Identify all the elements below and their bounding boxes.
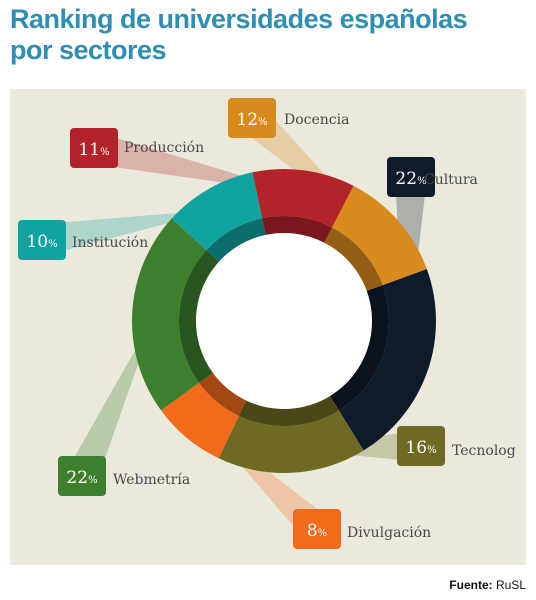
value-box-produccion (70, 128, 118, 168)
chart-title-line-2: por sectores (10, 35, 167, 65)
slice-tecnolog (218, 410, 364, 473)
slice-inner-shade-divulgacion (199, 372, 247, 416)
source-note: Fuente: RuSL (449, 578, 526, 592)
value-box-divulgacion (293, 509, 341, 549)
slice-inner-shade-tecnolog (238, 395, 339, 426)
slice-inner-webmetria (179, 250, 219, 383)
slice-inner-shade-docencia (324, 227, 383, 291)
slice-inner-docencia (324, 227, 383, 291)
category-label-tecnolog: Tecnolog (452, 443, 516, 459)
category-label-institucion: Institución (72, 235, 148, 251)
slice-webmetria (132, 218, 207, 411)
slice-inner-shade-cultura (330, 285, 390, 411)
chart-title-line-1: Ranking de universidades españolas (10, 4, 468, 34)
value-box-tecnolog (397, 426, 445, 466)
slice-inner-divulgacion (199, 372, 247, 416)
value-box-cultura (387, 157, 435, 197)
slice-inner-produccion (262, 216, 333, 243)
category-label-divulgacion: Divulgación (347, 525, 431, 541)
category-label-cultura: Cultura (424, 172, 478, 188)
value-box-institucion (18, 220, 66, 260)
chart-title: Ranking de universidades españolas por s… (10, 4, 530, 66)
slice-divulgacion (161, 382, 239, 459)
slice-inner-institucion (206, 218, 266, 262)
value-box-docencia (228, 98, 276, 138)
category-label-webmetria: Webmetría (113, 472, 190, 488)
slice-inner-tecnolog (238, 395, 339, 426)
slice-inner-shade-produccion (262, 216, 333, 243)
slice-inner-shade-webmetria (179, 250, 219, 383)
category-label-produccion: Producción (124, 140, 204, 156)
slice-inner-shade-institucion (206, 218, 266, 262)
category-label-docencia: Docencia (284, 112, 349, 128)
slice-docencia (332, 185, 427, 286)
slice-cultura (338, 269, 436, 451)
source-label: Fuente: (449, 578, 493, 592)
donut-hole (196, 233, 372, 409)
slice-institucion (171, 172, 263, 251)
source-value: RuSL (495, 578, 526, 592)
slice-produccion (252, 169, 354, 228)
value-box-webmetria (58, 456, 106, 496)
callout-beam-webmetria (67, 313, 156, 483)
slice-inner-cultura (330, 285, 390, 411)
